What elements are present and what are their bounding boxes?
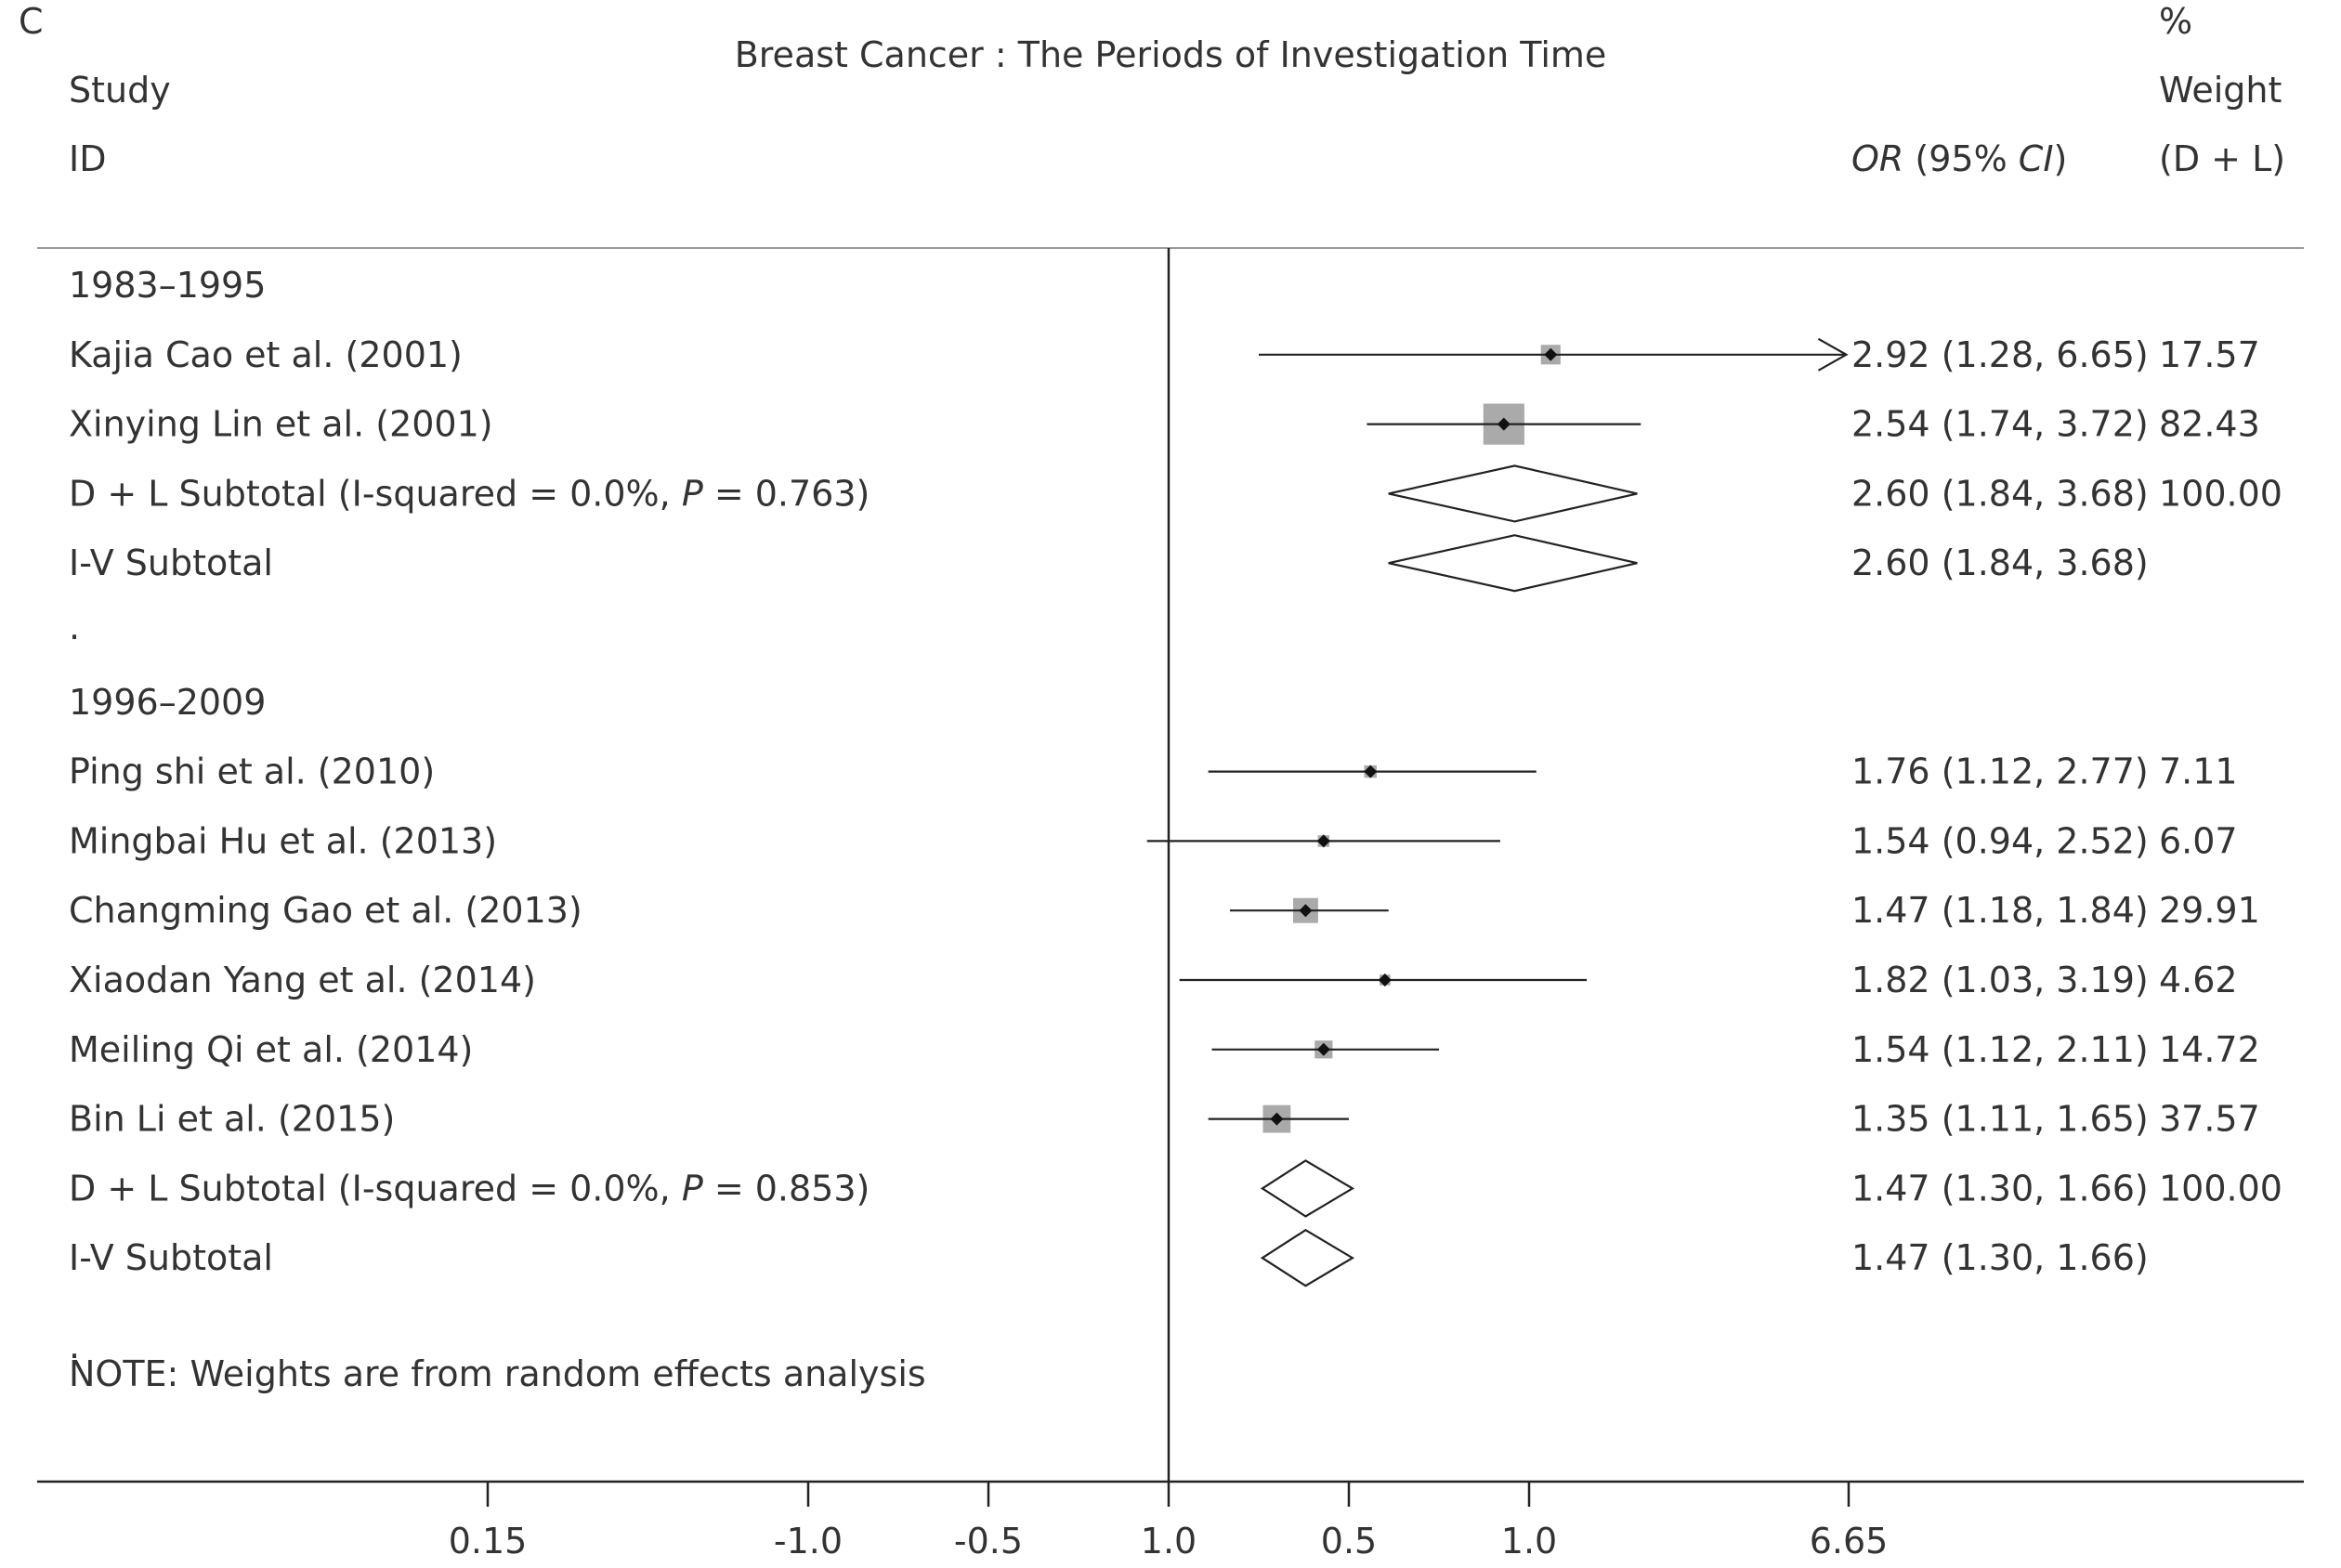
chart-title: Breast Cancer : The Periods of Investiga… (735, 34, 1607, 75)
or-ci-value: 2.60 (1.84, 3.68) (1851, 473, 2149, 514)
row-study: Xinying Lin et al. (2001) 2.54 (1.74, 3.7… (69, 403, 2260, 445)
point-estimate (1378, 973, 1392, 987)
group-separator: . (69, 607, 80, 647)
row-subtotal: D + L Subtotal (I-squared = 0.0%, P = 0.… (69, 464, 2282, 523)
study-label: Ping shi et al. (2010) (69, 751, 435, 792)
x-tick-label: 0.5 (1321, 1521, 1377, 1561)
subtotal-label: D + L Subtotal (I-squared = 0.0%, P = 0.… (69, 473, 870, 514)
note-dot: . (69, 1326, 80, 1366)
row-study: Bin Li et al. (2015) 1.35 (1.11, 1.65) 37.… (69, 1099, 2260, 1140)
or-ci-value: 2.92 (1.28, 6.65) (1851, 334, 2149, 375)
pooled-diamond (1388, 534, 1638, 593)
study-label: Bin Li et al. (2015) (69, 1099, 395, 1140)
row-group: 1996–2009 (69, 682, 266, 723)
x-tick-label: 6.65 (1810, 1521, 1889, 1561)
x-tick-label: -1.0 (774, 1521, 843, 1561)
x-tick-label: -0.5 (954, 1521, 1023, 1561)
x-tick-label: 0.15 (449, 1521, 528, 1561)
weight-value: 7.11 (2159, 751, 2238, 792)
row-study: Mingbai Hu et al. (2013) 1.54 (0.94, 2.52… (69, 820, 2238, 861)
or-ci-value: 1.82 (1.03, 3.19) (1851, 960, 2149, 1000)
weight-value: 4.62 (2159, 960, 2238, 1000)
subtotal-label-text: I-V Subtotal (69, 542, 273, 583)
axis-ticks: 0.15 -1.0 -0.5 1.0 0.5 1.0 6.65 (449, 1482, 1889, 1561)
or-ci-value: 1.54 (1.12, 2.11) (1851, 1029, 2149, 1070)
point-estimate (1299, 904, 1313, 918)
header-weight-percent: % (2159, 1, 2192, 42)
header-weight-method: (D + L) (2159, 138, 2285, 179)
row-group: 1983–1995 (69, 265, 266, 306)
x-tick-label: 1.0 (1501, 1521, 1557, 1561)
point-estimate (1544, 347, 1558, 361)
or-ci-value: 1.35 (1.11, 1.65) (1851, 1099, 2149, 1140)
weight-value: 17.57 (2159, 334, 2260, 375)
study-label: Xinying Lin et al. (2001) (69, 404, 493, 445)
p-symbol: P (682, 473, 703, 514)
or-ci-value: 1.76 (1.12, 2.77) (1851, 751, 2149, 792)
point-estimate (1316, 834, 1330, 848)
header-id: ID (69, 138, 106, 179)
p-symbol: P (682, 1168, 703, 1209)
row-subtotal: I-V Subtotal 1.47 (1.30, 1.66) (69, 1228, 2149, 1287)
p-value-text: = 0.853) (703, 1168, 870, 1209)
study-label: Kajia Cao et al. (2001) (69, 334, 463, 375)
note-text: NOTE: Weights are from random effects an… (69, 1353, 926, 1394)
point-estimate (1497, 417, 1511, 431)
subtotal-label: D + L Subtotal (I-squared = 0.0%, P = 0.… (69, 1168, 870, 1209)
study-label: Meiling Qi et al. (2014) (69, 1029, 473, 1070)
row-study: Kajia Cao et al. (2001) 2.92 (1.28, 6.65)… (69, 334, 2260, 375)
panel-letter: C (19, 1, 44, 42)
p-value-text: = 0.763) (703, 473, 870, 514)
subtotal-label-text: I-V Subtotal (69, 1237, 273, 1278)
or-ci-value: 2.54 (1.74, 3.72) (1851, 404, 2149, 445)
row-study: Meiling Qi et al. (2014) 1.54 (1.12, 2.11… (69, 1029, 2260, 1070)
study-label: Mingbai Hu et al. (2013) (69, 820, 497, 861)
subtotal-label: I-V Subtotal (69, 542, 273, 583)
subtotal-label-text: D + L Subtotal (I-squared = 0.0%, (69, 1168, 682, 1209)
row-study: Xiaodan Yang et al. (2014) 1.82 (1.03, 3.… (69, 960, 2238, 1000)
row-study: Changming Gao et al. (2013) 1.47 (1.18, 1… (69, 890, 2260, 931)
header-or-ci: OR (95% CI) (1851, 138, 2067, 179)
or-ci-value: 2.60 (1.84, 3.68) (1851, 542, 2149, 583)
header-weight: Weight (2159, 70, 2282, 111)
or-ci-value: 1.47 (1.30, 1.66) (1851, 1168, 2149, 1209)
pooled-diamond (1260, 1228, 1355, 1287)
weight-value: 100.00 (2159, 473, 2282, 514)
or-ci-value: 1.54 (0.94, 2.52) (1851, 820, 2149, 861)
or-ci-value: 1.47 (1.18, 1.84) (1851, 890, 2149, 931)
rows-layer: 1983–1995 Kajia Cao et al. (2001) 2.92 (1.… (69, 265, 2282, 1287)
weight-value: 37.57 (2159, 1099, 2260, 1140)
pooled-diamond (1388, 464, 1638, 523)
weight-value: 29.91 (2159, 890, 2260, 931)
subtotal-label: I-V Subtotal (69, 1237, 273, 1278)
study-label: Changming Gao et al. (2013) (69, 890, 582, 931)
subtotal-label-text: D + L Subtotal (I-squared = 0.0%, (69, 473, 682, 514)
or-ci-value: 1.47 (1.30, 1.66) (1851, 1237, 2149, 1278)
point-estimate (1270, 1112, 1284, 1126)
group-label: 1983–1995 (69, 265, 266, 306)
row-subtotal: D + L Subtotal (I-squared = 0.0%, P = 0.… (69, 1159, 2282, 1218)
x-tick-label: 1.0 (1141, 1521, 1197, 1561)
header-study: Study (69, 70, 171, 111)
weight-value: 14.72 (2159, 1029, 2260, 1070)
weight-value: 82.43 (2159, 404, 2260, 445)
point-estimate (1364, 764, 1378, 778)
group-label: 1996–2009 (69, 682, 266, 723)
row-study: Ping shi et al. (2010) 1.76 (1.12, 2.77) 7… (69, 751, 2238, 792)
row-subtotal: I-V Subtotal 2.60 (1.84, 3.68) (69, 534, 2149, 593)
point-estimate (1316, 1042, 1330, 1056)
study-label: Xiaodan Yang et al. (2014) (69, 960, 536, 1000)
weight-value: 100.00 (2159, 1168, 2282, 1209)
pooled-diamond (1260, 1159, 1355, 1218)
weight-value: 6.07 (2159, 820, 2238, 861)
ci-arrow (1817, 337, 1849, 372)
row-dot: . (69, 607, 80, 647)
